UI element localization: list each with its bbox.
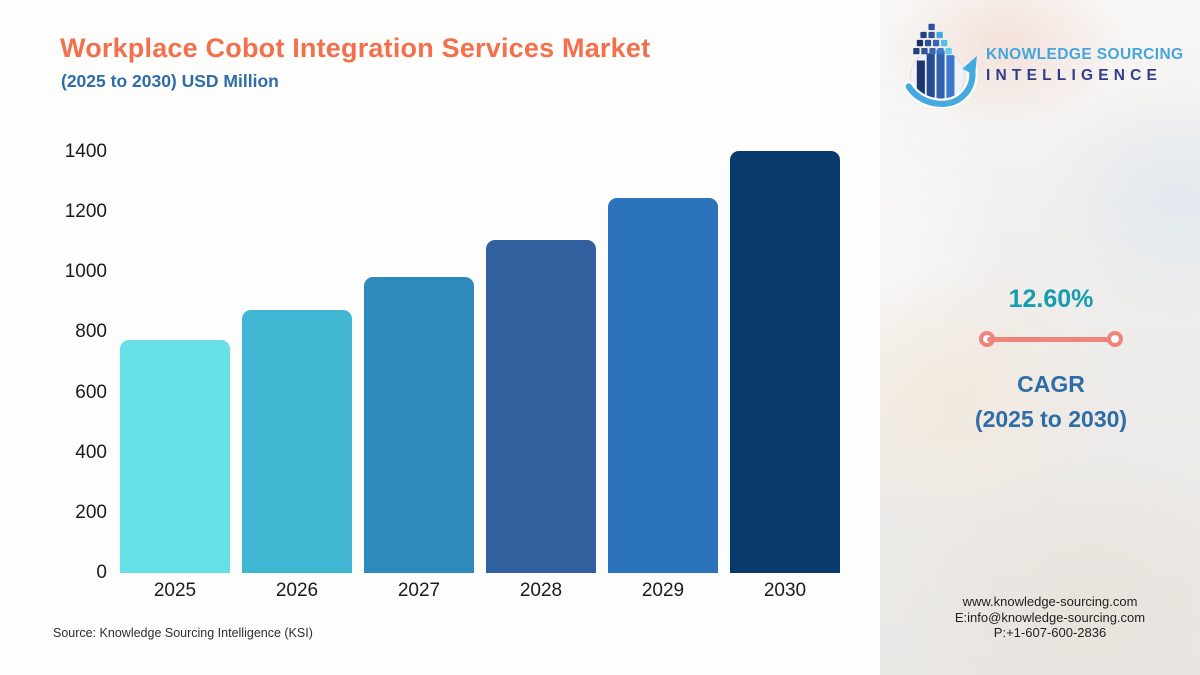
source-note: Source: Knowledge Sourcing Intelligence … xyxy=(53,626,313,640)
bar-2030 xyxy=(730,151,840,573)
logo-line2: INTELLIGENCE xyxy=(986,66,1163,84)
y-axis-label: 200 xyxy=(75,501,107,523)
y-axis-label: 800 xyxy=(75,321,107,343)
x-axis-label: 2030 xyxy=(763,580,807,601)
bar-2028 xyxy=(486,240,596,573)
y-axis-label: 600 xyxy=(75,381,107,403)
y-axis-label: 1000 xyxy=(64,261,107,283)
x-axis-label: 2026 xyxy=(275,580,319,601)
contact-phone: P:+1-607-600-2836 xyxy=(993,625,1107,640)
company-logo: KNOWLEDGE SOURCING INTELLIGENCE xyxy=(900,22,1192,108)
x-axis-label: 2028 xyxy=(519,580,563,601)
bar-column: 2027 xyxy=(364,152,474,601)
bar-2026 xyxy=(242,310,352,573)
bar-column: 2025 xyxy=(120,152,230,601)
cagr-label: CAGR xyxy=(1017,371,1085,397)
connector-line xyxy=(987,337,1115,342)
x-axis-label: 2025 xyxy=(153,580,197,601)
globe-bars-arrow-logo-icon xyxy=(903,23,978,108)
bar-column: 2029 xyxy=(608,152,718,601)
connector-dot-right xyxy=(1107,331,1123,347)
contact-info: www.knowledge-sourcing.com E:info@knowle… xyxy=(896,594,1200,641)
contact-website: www.knowledge-sourcing.com xyxy=(962,594,1138,609)
logo-text: KNOWLEDGE SOURCING INTELLIGENCE xyxy=(986,46,1184,85)
bar-column: 2028 xyxy=(486,152,596,601)
bar-2025 xyxy=(120,339,230,573)
cagr-value: 12.60% xyxy=(1008,285,1094,313)
x-axis-label: 2027 xyxy=(397,580,441,601)
bar-2029 xyxy=(608,198,718,573)
page-title: Workplace Cobot Integration Services Mar… xyxy=(60,33,651,63)
cagr-block: 12.60% CAGR (2025 to 2030) xyxy=(900,285,1200,433)
logo-line1: KNOWLEDGE SOURCING xyxy=(986,45,1184,63)
bar-2027 xyxy=(364,277,474,573)
bar-column: 2030 xyxy=(730,151,840,601)
y-axis-label: 1400 xyxy=(64,141,107,162)
cagr-period: (2025 to 2030) xyxy=(974,406,1128,432)
y-axis-label: 1200 xyxy=(64,201,107,223)
logo-pixel-blocks xyxy=(913,23,952,55)
plot-area: 2025 2026 2027 2028 2029 2030 xyxy=(120,151,840,601)
bar-chart: 0 200 400 600 800 1000 1200 1400 2025 2026 2027 20… xyxy=(0,141,840,601)
cagr-connector-line xyxy=(979,331,1123,347)
bar-column: 2026 xyxy=(242,152,352,601)
contact-email: E:info@knowledge-sourcing.com xyxy=(954,609,1146,625)
x-axis-label: 2029 xyxy=(641,580,685,601)
y-axis-label: 0 xyxy=(96,562,107,583)
y-axis: 0 200 400 600 800 1000 1200 1400 xyxy=(0,141,107,583)
page-subtitle: (2025 to 2030) USD Million xyxy=(61,71,279,91)
y-axis-label: 400 xyxy=(75,441,107,463)
